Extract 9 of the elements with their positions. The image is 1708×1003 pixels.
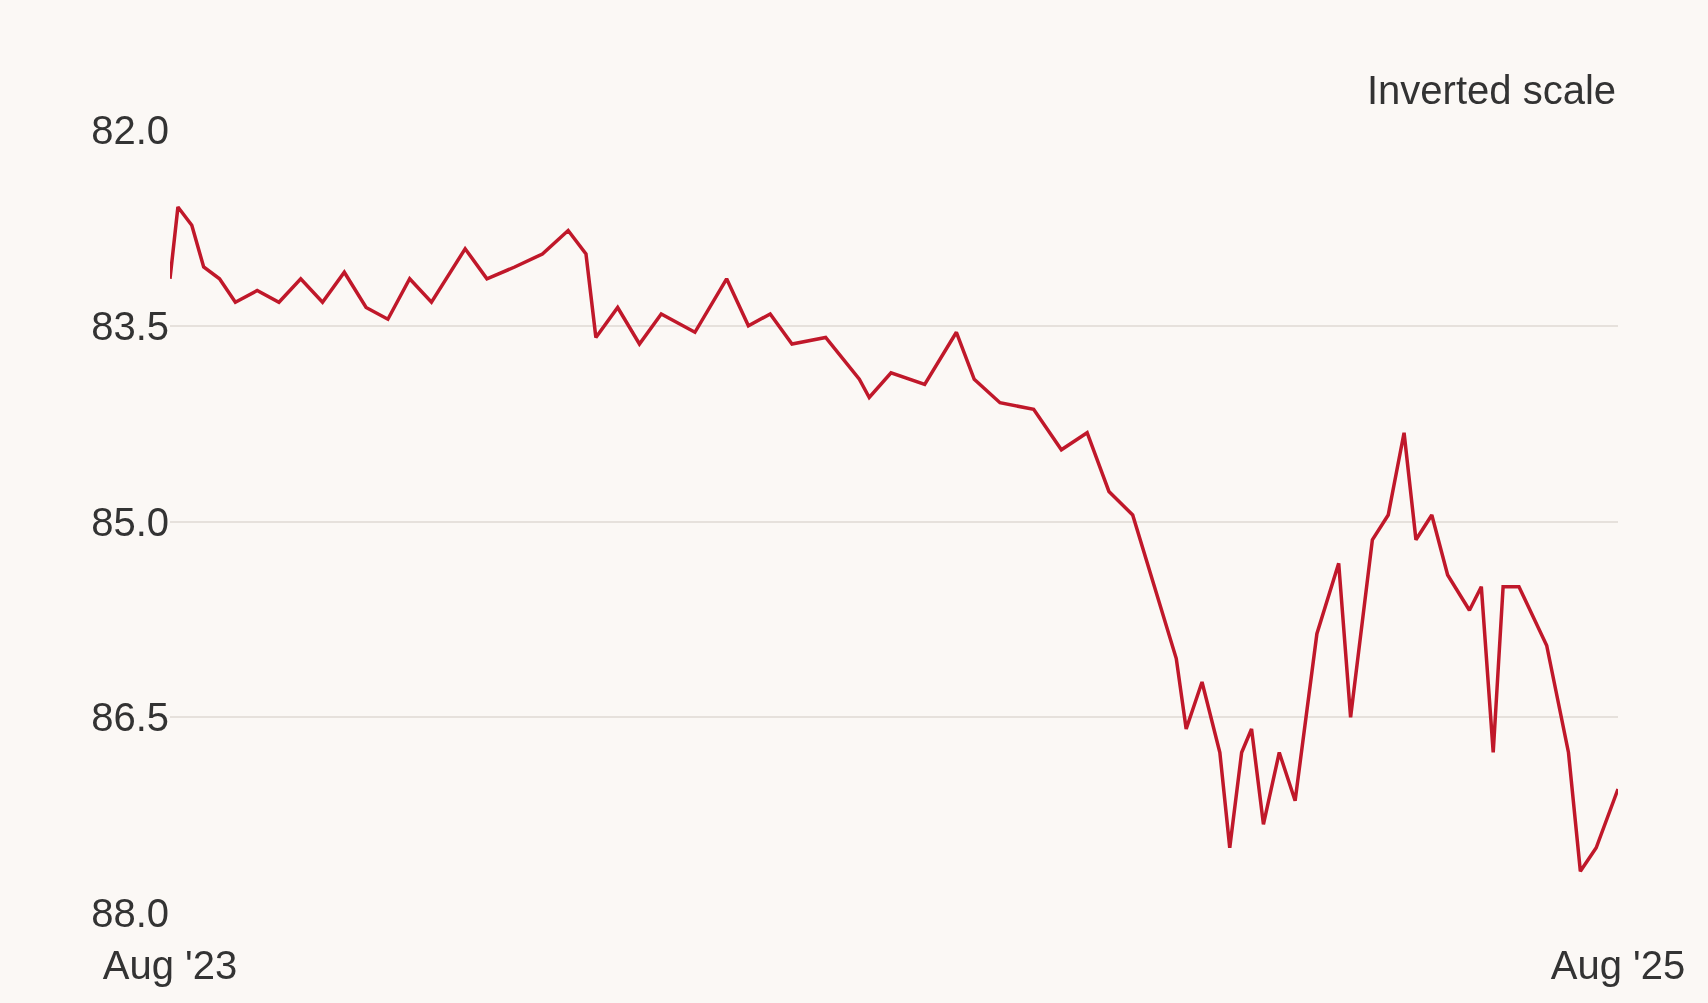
y-tick-label: 82.0 [91,108,169,152]
line-series [170,205,1618,873]
y-tick-label: 88.0 [91,891,169,935]
x-tick-label: Aug '25 [1550,943,1686,987]
y-tick-label: 86.5 [91,695,169,740]
text: Inverted scale [1367,68,1617,112]
x-tick-label: Aug '23 [102,943,238,987]
y-tick-label: 85.0 [91,499,169,544]
y-tick-label: 83.5 [91,303,169,348]
